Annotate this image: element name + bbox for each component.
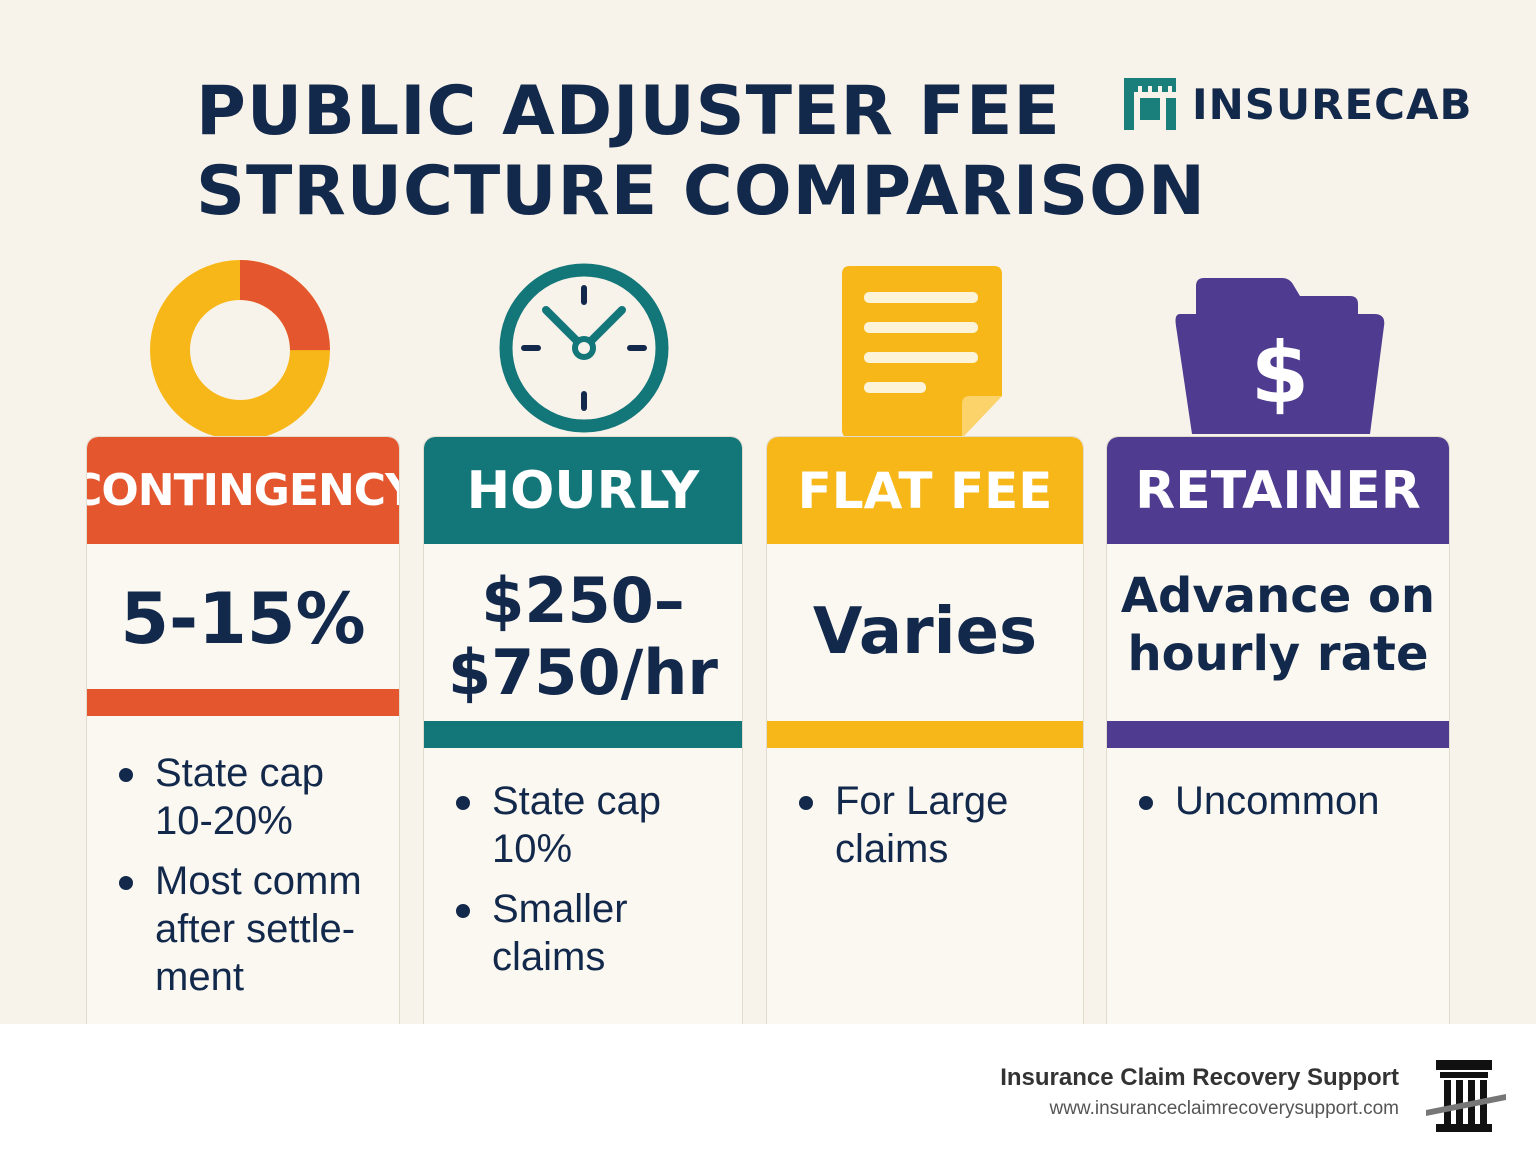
list-item: State cap 10%: [454, 777, 704, 873]
rate-contingency: 5-15%: [87, 544, 399, 694]
list-item: For Large claims: [797, 777, 1047, 873]
bullet-list-retainer: Uncommon: [1137, 777, 1427, 837]
brand-name: INSURECAB: [1192, 79, 1473, 129]
footer-company-name: Insurance Claim Recovery Support: [1000, 1064, 1399, 1091]
clock-icon: [499, 263, 669, 433]
divider-stripe-contingency: [87, 689, 399, 716]
title-line-1: PUBLIC ADJUSTER FEE: [196, 72, 1061, 151]
card-flat-fee: FLAT FEE Varies For Large claims: [766, 436, 1084, 1026]
rate-line: Advance on: [1120, 568, 1436, 624]
rate-line: hourly rate: [1127, 626, 1429, 682]
card-header-flat-fee: FLAT FEE: [767, 437, 1083, 544]
page-title: PUBLIC ADJUSTER FEE STRUCTURE COMPARISON: [196, 72, 1256, 232]
pillar-building-icon: [1426, 1060, 1506, 1132]
card-retainer: RETAINER Advance on hourly rate Uncommon: [1106, 436, 1450, 1026]
bullet-list-flat-fee: For Large claims: [797, 777, 1047, 885]
bullet-list-contingency: State cap 10-20% Most comm after settle-…: [117, 749, 391, 1013]
rate-flat-fee: Varies: [767, 544, 1083, 720]
rate-line: Varies: [812, 595, 1038, 669]
insurecab-logo-icon: [1124, 78, 1176, 130]
card-header-contingency: CONTINGENCY: [87, 437, 399, 544]
donut-chart-icon: [150, 260, 330, 440]
dollar-folder-icon: $: [1175, 278, 1385, 434]
rate-line: $250–: [481, 564, 685, 637]
card-contingency: CONTINGENCY 5-15% State cap 10-20% Most …: [86, 436, 400, 1026]
divider-stripe-flat-fee: [767, 721, 1083, 748]
list-item: Most comm after settle-ment: [117, 857, 391, 1001]
rate-line: $750/hr: [448, 636, 718, 709]
svg-text:$: $: [1251, 324, 1309, 422]
divider-stripe-hourly: [424, 721, 742, 748]
list-item: State cap 10-20%: [117, 749, 391, 845]
brand-logo: INSURECAB: [1122, 78, 1473, 130]
list-item: Uncommon: [1137, 777, 1427, 825]
card-hourly: HOURLY $250– $750/hr State cap 10% Small…: [423, 436, 743, 1026]
infographic: PUBLIC ADJUSTER FEE STRUCTURE COMPARISON…: [86, 72, 1473, 1026]
footer: Insurance Claim Recovery Support www.ins…: [0, 1024, 1536, 1154]
title-line-2: STRUCTURE COMPARISON: [196, 152, 1206, 231]
card-header-retainer: RETAINER: [1107, 437, 1449, 544]
rate-hourly: $250– $750/hr: [424, 557, 742, 717]
bullet-list-hourly: State cap 10% Smaller claims: [454, 777, 704, 993]
divider-stripe-retainer: [1107, 721, 1449, 748]
footer-website-link[interactable]: www.insuranceclaimrecoverysupport.com: [1049, 1098, 1399, 1119]
document-icon: [842, 266, 1002, 438]
list-item: Smaller claims: [454, 885, 704, 981]
rate-retainer: Advance on hourly rate: [1107, 555, 1449, 695]
rate-line: 5-15%: [120, 578, 366, 660]
card-header-hourly: HOURLY: [424, 437, 742, 544]
